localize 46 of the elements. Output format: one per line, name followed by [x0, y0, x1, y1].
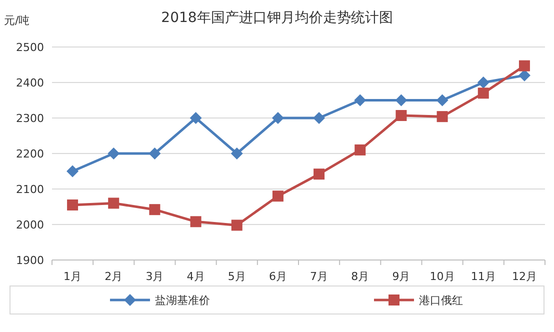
x-tick-label: 2月: [104, 270, 123, 283]
point: [66, 165, 79, 178]
point: [395, 94, 408, 106]
point: [148, 148, 161, 160]
point: [436, 94, 448, 106]
y-tick-label: 1900: [16, 254, 44, 267]
point: [272, 190, 284, 202]
point: [272, 112, 284, 124]
legend-label: 港口俄红: [419, 294, 463, 307]
x-tick-label: 1月: [64, 270, 82, 283]
point: [396, 110, 407, 122]
x-tick-label: 6月: [268, 270, 287, 283]
x-tick-label: 11月: [470, 270, 496, 283]
point: [354, 94, 366, 106]
point: [231, 220, 242, 231]
x-tick-label: 3月: [146, 270, 164, 283]
y-axis-title: 元/吨: [4, 14, 30, 27]
point: [149, 204, 160, 216]
point: [478, 88, 489, 99]
point: [477, 76, 490, 88]
legend-label: 盐湖基准价: [155, 294, 210, 307]
point: [190, 112, 202, 124]
point: [108, 148, 120, 160]
y-tick-label: 2000: [16, 218, 44, 232]
y-tick-label: 2200: [16, 148, 44, 160]
point: [67, 199, 78, 210]
point: [190, 216, 202, 228]
point: [230, 148, 243, 160]
y-tick-label: 2100: [16, 183, 44, 196]
point: [436, 111, 448, 122]
x-tick-label: 9月: [392, 270, 410, 283]
x-tick-label: 12月: [512, 270, 537, 283]
x-tick-label: 7月: [310, 270, 328, 283]
y-tick-label: 2300: [16, 112, 44, 125]
point: [518, 60, 530, 72]
x-tick-label: 8月: [351, 270, 370, 283]
y-tick-label: 2500: [16, 41, 44, 54]
x-tick-label: 4月: [186, 270, 205, 283]
point: [314, 168, 325, 180]
x-tick-label: 5月: [228, 270, 246, 283]
chart-title: 2018年国产进口钾月均价走势统计图: [161, 10, 393, 26]
y-tick-label: 2400: [16, 76, 44, 90]
x-tick-label: 10月: [430, 270, 455, 283]
point: [313, 112, 326, 124]
point: [108, 198, 120, 209]
point: [354, 144, 366, 156]
